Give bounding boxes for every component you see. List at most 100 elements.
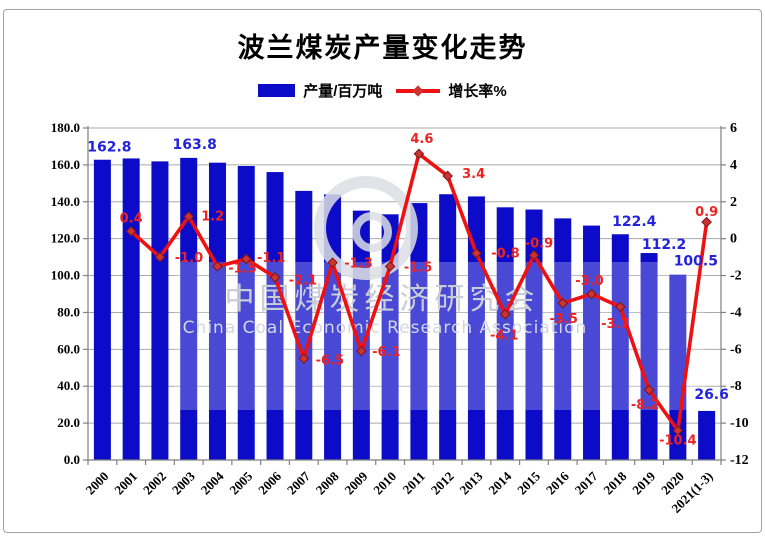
right-axis-tick: -10 — [730, 416, 749, 431]
x-label-2008: 2008 — [313, 468, 342, 497]
bar-2003 — [180, 157, 198, 460]
right-axis-tick: -12 — [730, 453, 749, 468]
growth-label-2013: -0.8 — [491, 246, 519, 261]
x-label-2011: 2011 — [400, 469, 428, 497]
left-axis-tick: 120.0 — [51, 231, 80, 246]
legend-line-label: 增长率% — [448, 83, 507, 100]
line-marker-icon — [212, 261, 223, 272]
legend-item-production: 产量/百万吨 — [258, 80, 382, 101]
left-axis-tick: 60.0 — [57, 341, 80, 356]
bar-2006 — [266, 172, 284, 461]
left-axis-tick: 160.0 — [51, 157, 80, 172]
right-axis-tick: -4 — [730, 305, 742, 320]
growth-label-2008: -1.3 — [344, 257, 372, 272]
growth-label-2017: -3.0 — [575, 274, 603, 289]
x-label-2007: 2007 — [284, 468, 313, 497]
growth-label-2005: -1.1 — [257, 251, 285, 266]
bar-2002 — [151, 161, 169, 460]
x-label-2002: 2002 — [140, 469, 169, 498]
x-label-2015: 2015 — [514, 468, 543, 497]
growth-label-2006: -2.1 — [289, 273, 317, 288]
line-marker-icon — [298, 353, 310, 364]
left-axis-tick: 0.0 — [64, 452, 80, 467]
bar-2011 — [410, 203, 428, 460]
production-label-2021(1-3): 26.6 — [694, 387, 729, 403]
left-axis-tick: 80.0 — [57, 304, 80, 319]
x-label-2016: 2016 — [543, 468, 572, 497]
bar-2020 — [669, 274, 687, 460]
watermark-logo-icon — [314, 176, 418, 280]
growth-label-2015: -0.9 — [525, 236, 553, 251]
growth-label-2016: -3.5 — [550, 312, 578, 327]
growth-label-2007: -6.5 — [316, 354, 344, 369]
line-labels: 0.4-1.01.2-1.5-1.1-2.1-6.5-1.3-6.1-1.54.… — [120, 132, 718, 449]
line-marker-icon — [528, 249, 540, 261]
growth-label-2002: -1.0 — [175, 251, 203, 266]
growth-label-2020: -10.4 — [659, 433, 696, 448]
bar-2017 — [583, 225, 601, 460]
growth-label-2012: 3.4 — [462, 167, 485, 182]
production-label-2020: 100.5 — [674, 254, 718, 270]
x-label-2019: 2019 — [629, 468, 658, 497]
x-label-2005: 2005 — [226, 468, 255, 497]
bar-2015 — [525, 209, 543, 460]
x-label-2010: 2010 — [370, 469, 399, 498]
line-marker-icon — [672, 425, 684, 436]
watermark-logo-inner-icon — [352, 212, 392, 252]
line-marker-icon — [327, 257, 338, 268]
left-axis-tick: 20.0 — [57, 415, 80, 430]
right-axis-tick: 4 — [730, 158, 737, 173]
legend-bar-label: 产量/百万吨 — [303, 83, 383, 100]
left-axis-tick: 140.0 — [51, 194, 80, 209]
bar-2007 — [295, 190, 313, 460]
line-marker-icon — [269, 272, 281, 283]
growth-label-2003: 1.2 — [201, 210, 224, 225]
growth-label-2001: 0.4 — [120, 211, 143, 226]
right-axis-tick: -2 — [730, 269, 742, 284]
bar-2012 — [439, 194, 457, 460]
line-marker-icon — [471, 248, 482, 259]
x-label-2004: 2004 — [198, 468, 227, 497]
watermark-en-text: China Coal Economic Research Association — [183, 318, 588, 338]
x-label-2013: 2013 — [457, 468, 486, 497]
right-axis-tick: 0 — [730, 232, 737, 247]
x-label-2009: 2009 — [341, 468, 370, 497]
line-marker-icon — [586, 288, 597, 300]
chart-title: 波兰煤炭产量变化走势 — [237, 33, 528, 63]
x-label-2003: 2003 — [169, 468, 198, 497]
x-label-2012: 2012 — [428, 469, 457, 498]
line-marker-icon — [183, 211, 195, 222]
x-label-2014: 2014 — [485, 468, 514, 497]
line-marker-icon — [614, 301, 626, 313]
production-label-2018: 122.4 — [612, 214, 657, 230]
production-label-2003: 163.8 — [173, 137, 217, 153]
growth-label-2014: -4.1 — [490, 328, 518, 343]
bar-2014 — [496, 207, 514, 460]
line-swatch-icon — [396, 84, 441, 97]
bar-2000 — [93, 159, 111, 461]
bar-swatch-icon — [258, 84, 296, 97]
line-marker-icon — [442, 170, 453, 182]
line-marker-icon — [413, 148, 425, 160]
x-label-2018: 2018 — [600, 468, 629, 497]
left-axis-tick: 40.0 — [57, 378, 80, 393]
line-marker-icon — [701, 216, 712, 228]
x-axis-labels: 2000 2001 2002 2003 2004 2005 2006 2007 2008 2009… — [83, 460, 722, 516]
line-marker-icon — [154, 251, 166, 263]
left-axis-tick: 180.0 — [51, 120, 80, 135]
right-axis-tick: 2 — [730, 195, 737, 210]
right-axis-tick: 6 — [730, 121, 737, 136]
production-label-2019: 112.2 — [642, 237, 686, 253]
x-label-2017: 2017 — [572, 468, 601, 497]
bar-2019 — [640, 253, 658, 460]
growth-label-2011: 4.6 — [410, 132, 433, 147]
bar-2021(1-3) — [698, 410, 716, 460]
growth-label-2019: -8.2 — [631, 398, 659, 413]
line-marker-icon — [557, 297, 569, 309]
growth-line — [125, 148, 712, 436]
growth-label-2004: -1.5 — [228, 261, 256, 276]
